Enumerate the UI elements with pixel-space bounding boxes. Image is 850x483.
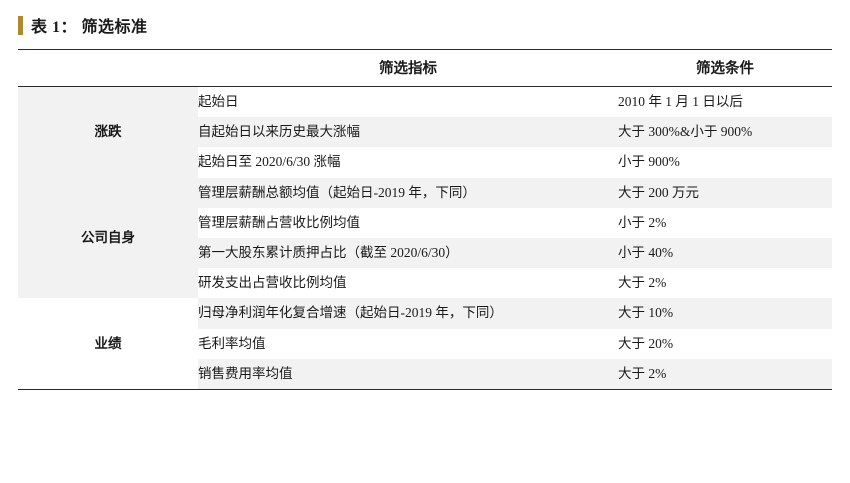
criteria-table: 筛选指标 筛选条件 涨跌 起始日 2010 年 1 月 1 日以后 自起始日以来历史最…: [18, 49, 832, 390]
table-row: 公司自身 管理层薪酬总额均值（起始日-2019 年，下同） 大于 200 万元: [18, 177, 832, 299]
table-row: 毛利率均值 大于 20%: [18, 328, 832, 359]
caption-text: 表 1： 筛选标准: [31, 19, 148, 36]
page-root: 表 1： 筛选标准 筛选指标 筛选条件 涨跌 起始日 2010 年 1 月 1 日以…: [0, 13, 850, 483]
metric-cell: 自起始日以来历史最大涨幅: [198, 117, 618, 148]
table-row: 销售费用率均值 大于 2%: [18, 358, 832, 390]
table-row: 自起始日以来历史最大涨幅 大于 300%&小于 900%: [18, 117, 832, 148]
condition-cell: 大于 300%&小于 900%: [618, 117, 832, 148]
condition-cell: 小于 2%: [618, 207, 832, 238]
condition-cell: 小于 900%: [618, 147, 832, 178]
caption-accent-bar: [18, 15, 23, 35]
table-row: 涨跌 起始日 2010 年 1 月 1 日以后: [18, 86, 832, 178]
table-row: 起始日至 2020/6/30 涨幅 小于 900%: [18, 147, 832, 178]
table-row: 管理层薪酬占营收比例均值 小于 2%: [18, 207, 832, 238]
column-header-metric: 筛选指标: [198, 49, 618, 87]
table-row: 第一大股东累计质押占比（截至 2020/6/30） 小于 40%: [18, 237, 832, 269]
table-head: 筛选指标 筛选条件: [18, 49, 832, 87]
condition-cell: 大于 200 万元: [618, 177, 832, 208]
metric-cell: 销售费用率均值: [198, 358, 618, 390]
condition-cell: 小于 40%: [618, 237, 832, 269]
condition-cell: 大于 10%: [618, 298, 832, 329]
metric-cell: 起始日至 2020/6/30 涨幅: [198, 147, 618, 178]
column-header-group: [18, 49, 198, 87]
table-body: 涨跌 起始日 2010 年 1 月 1 日以后 自起始日以来历史最大涨幅 大于 300%…: [18, 86, 832, 390]
metric-cell: 毛利率均值: [198, 328, 618, 359]
group-label-cell: 公司自身: [18, 177, 198, 299]
table-header-row: 筛选指标 筛选条件: [18, 49, 832, 87]
table-row: 研发支出占营收比例均值 大于 2%: [18, 268, 832, 299]
metric-cell: 管理层薪酬总额均值（起始日-2019 年，下同）: [198, 177, 618, 208]
metric-cell: 研发支出占营收比例均值: [198, 268, 618, 299]
condition-cell: 大于 2%: [618, 358, 832, 390]
metric-cell: 归母净利润年化复合增速（起始日-2019 年，下同）: [198, 298, 618, 329]
condition-cell: 大于 2%: [618, 268, 832, 299]
table-row: 业绩 归母净利润年化复合增速（起始日-2019 年，下同） 大于 10%: [18, 298, 832, 390]
group-label-cell: 业绩: [18, 298, 198, 390]
metric-cell: 第一大股东累计质押占比（截至 2020/6/30）: [198, 237, 618, 269]
table-caption: 表 1： 筛选标准: [18, 13, 850, 37]
metric-cell: 管理层薪酬占营收比例均值: [198, 207, 618, 238]
group-label-cell: 涨跌: [18, 86, 198, 178]
condition-cell: 大于 20%: [618, 328, 832, 359]
condition-cell: 2010 年 1 月 1 日以后: [618, 86, 832, 118]
column-header-condition: 筛选条件: [618, 49, 832, 87]
metric-cell: 起始日: [198, 86, 618, 118]
